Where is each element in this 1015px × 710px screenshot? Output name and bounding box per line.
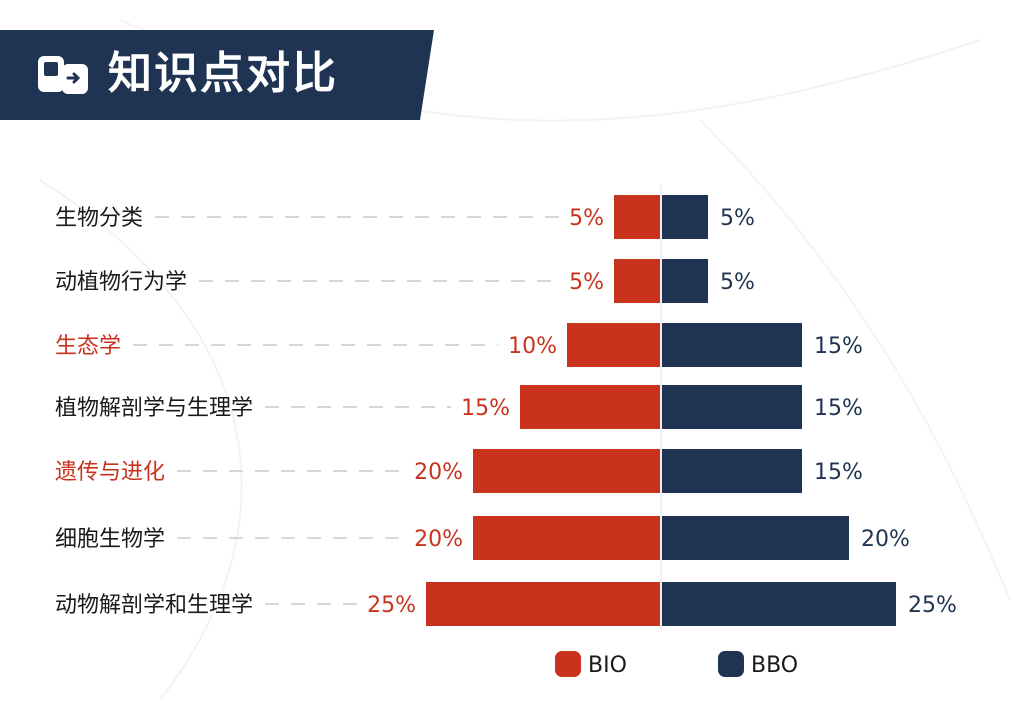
bio-bar [426, 582, 660, 626]
category-label: 动物解剖学和生理学 [55, 593, 253, 618]
category-label: 细胞生物学 [55, 527, 165, 552]
bio-value-label: 5% [569, 206, 604, 231]
category-label: 生态学 [55, 334, 121, 359]
bio-bar [473, 449, 660, 493]
bbo-value-label: 15% [814, 396, 863, 421]
bbo-value-label: 15% [814, 460, 863, 485]
bbo-bar [662, 323, 802, 367]
legend-label-bbo: BBO [751, 653, 798, 678]
bbo-bar [662, 385, 802, 429]
category-label: 植物解剖学与生理学 [55, 396, 253, 421]
bio-bar [520, 385, 660, 429]
header-banner [0, 30, 440, 120]
bio-value-label: 25% [367, 593, 416, 618]
legend-swatch-bbo [718, 651, 744, 677]
flip-card-icon [38, 56, 88, 94]
bbo-value-label: 5% [720, 206, 755, 231]
legend-label-bio: BIO [588, 653, 627, 678]
bbo-value-label: 5% [720, 270, 755, 295]
bio-value-label: 20% [414, 527, 463, 552]
bio-value-label: 15% [461, 396, 510, 421]
bbo-bar [662, 449, 802, 493]
bio-value-label: 20% [414, 460, 463, 485]
bbo-bar [662, 582, 896, 626]
bio-bar [614, 195, 660, 239]
category-label: 生物分类 [55, 206, 143, 231]
bio-bar [567, 323, 660, 367]
category-label: 遗传与进化 [55, 460, 165, 485]
legend-swatch-bio [555, 651, 581, 677]
bbo-bar [662, 259, 708, 303]
header-banner-shape [0, 30, 434, 120]
bio-bar [473, 516, 660, 560]
bio-bar [614, 259, 660, 303]
bio-value-label: 10% [508, 334, 557, 359]
bbo-bar [662, 195, 708, 239]
bbo-value-label: 15% [814, 334, 863, 359]
bbo-value-label: 20% [861, 527, 910, 552]
page-title: 知识点对比 [108, 48, 338, 99]
category-label: 动植物行为学 [55, 270, 187, 295]
bio-value-label: 5% [569, 270, 604, 295]
bbo-value-label: 25% [908, 593, 957, 618]
bbo-bar [662, 516, 849, 560]
